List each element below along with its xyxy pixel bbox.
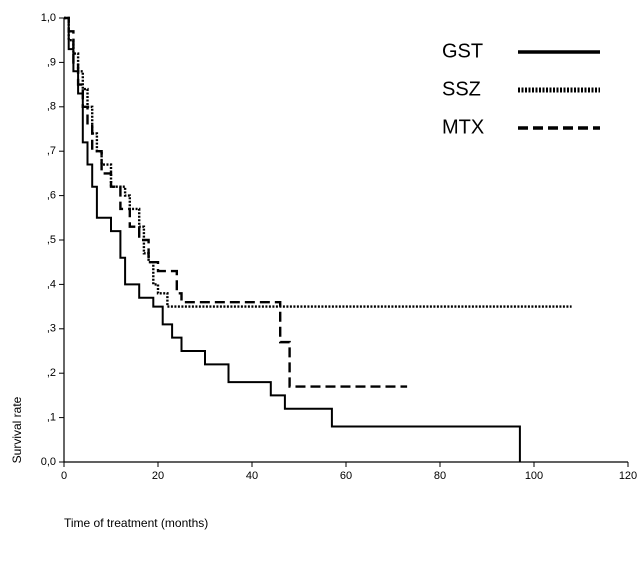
- y-tick-label: ,3: [47, 323, 56, 335]
- x-tick-label: 20: [152, 470, 164, 482]
- y-tick-label: 0,0: [41, 456, 56, 468]
- y-tick-label: ,2: [47, 367, 56, 379]
- y-tick-label: ,5: [47, 234, 56, 246]
- y-tick-label: ,1: [47, 412, 56, 424]
- x-tick-label: 80: [434, 470, 446, 482]
- y-tick-label: ,8: [47, 101, 56, 113]
- x-axis-label: Time of treatment (months): [64, 516, 208, 530]
- legend-label: GST: [442, 40, 483, 62]
- legend-label: MTX: [442, 116, 484, 138]
- x-tick-label: 40: [246, 470, 258, 482]
- survival-line: [64, 16, 408, 388]
- y-axis-label: Survival rate: [10, 396, 24, 463]
- x-tick-label: 120: [619, 470, 637, 482]
- y-tick-label: ,7: [47, 145, 56, 157]
- x-tick-label: 0: [61, 470, 67, 482]
- x-tick-label: 60: [340, 470, 352, 482]
- y-tick-label: 1,0: [41, 12, 56, 24]
- y-tick-label: ,4: [47, 278, 56, 290]
- y-tick-label: ,9: [47, 56, 56, 68]
- x-tick-label: 100: [525, 470, 543, 482]
- legend-label: SSZ: [442, 78, 481, 100]
- survival-line: [64, 16, 572, 308]
- y-tick-label: ,6: [47, 190, 56, 202]
